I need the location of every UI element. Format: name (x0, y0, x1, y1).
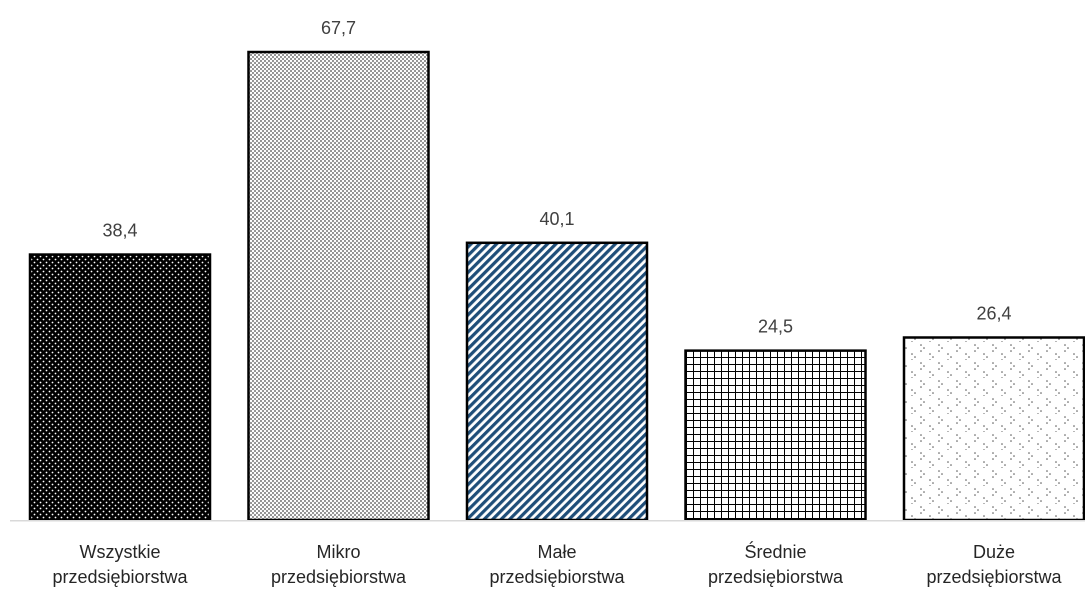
category-label-1-line-0: Mikro (317, 542, 361, 562)
category-label-4-line-0: Duże (973, 542, 1015, 562)
bar-0 (28, 253, 212, 522)
category-label-4-line-1: przedsiębiorstwa (926, 567, 1062, 587)
bar-2 (465, 241, 649, 522)
category-label-3-line-1: przedsiębiorstwa (708, 567, 844, 587)
bar-1 (247, 50, 430, 522)
value-label-1: 67,7 (321, 18, 356, 38)
category-labels-layer: Wszystkie przedsiębiorstwa Mikro przedsiębi… (52, 541, 1062, 587)
value-label-3: 24,5 (758, 317, 793, 337)
bar-3 (684, 349, 867, 522)
category-label-1-line-1: przedsiębiorstwa (271, 567, 407, 587)
category-label-0-line-0: Wszystkie (80, 542, 161, 562)
category-label-2-line-0: Małe (537, 542, 576, 562)
value-label-4: 26,4 (976, 304, 1011, 324)
bar-4 (902, 336, 1085, 522)
value-labels-layer: 38,4 67,7 40,1 24,5 26,4 (102, 18, 1011, 337)
category-label-2-line-1: przedsiębiorstwa (489, 567, 625, 587)
category-label-3-line-0: Średnie (744, 541, 806, 562)
bars-layer (28, 50, 1085, 522)
value-label-0: 38,4 (102, 221, 137, 241)
category-label-0-line-1: przedsiębiorstwa (52, 567, 188, 587)
value-label-2: 40,1 (539, 209, 574, 229)
